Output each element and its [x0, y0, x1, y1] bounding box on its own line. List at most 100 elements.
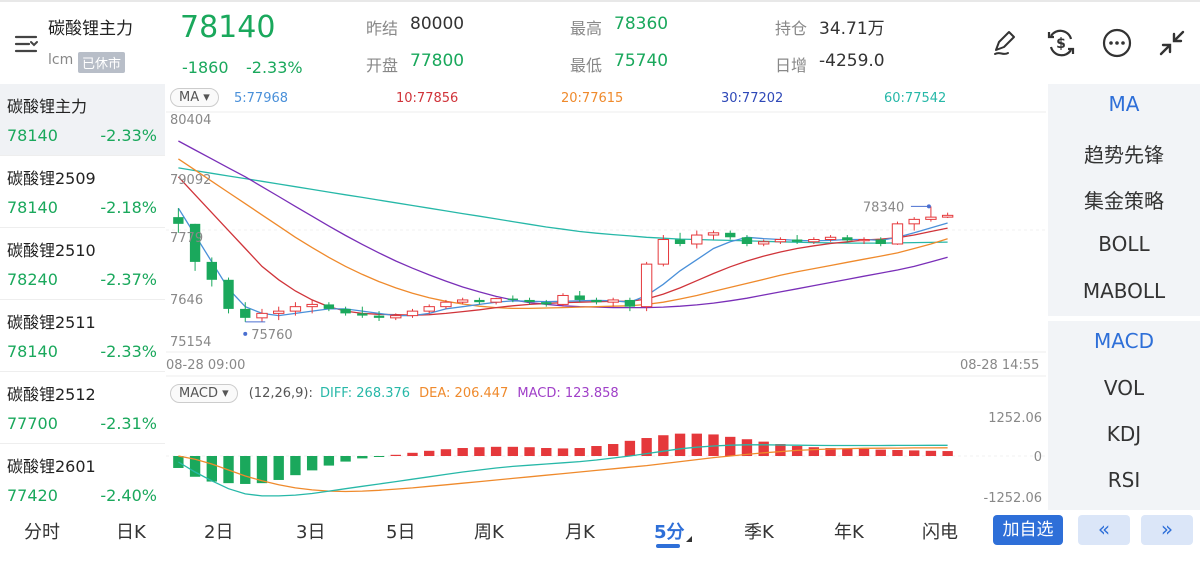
candle-body	[406, 310, 419, 317]
contract-change: -2.37%	[100, 270, 157, 289]
macd-bar	[875, 449, 886, 456]
indicator-panel: MA 趋势先锋集金策略 BOLL MABOLL MACD VOL KDJ RSI	[1048, 84, 1200, 510]
macd-bar	[708, 434, 719, 456]
contract-price: 78140	[7, 198, 58, 217]
candle-body	[173, 217, 184, 224]
macd-bar	[290, 456, 301, 476]
main-indicator-option[interactable]: MABOLL	[1082, 279, 1166, 303]
ma20-line	[178, 158, 948, 310]
quote-header: 碳酸锂主力 lcm 已休市 78140 -1860 -2.33% 昨结 8000…	[0, 0, 1200, 84]
menu-list-icon[interactable]	[8, 26, 44, 62]
ma-value-label: 10:77856	[396, 91, 459, 106]
contract-item[interactable]: 碳酸锂2601 77420 -2.40%	[0, 444, 165, 516]
macd-dea-line	[178, 447, 948, 493]
ma-indicator-selector[interactable]: MA ▾	[170, 88, 219, 107]
candle-body	[507, 298, 519, 300]
macd-bar	[407, 452, 418, 456]
macd-bar	[390, 454, 401, 456]
instrument-title: 碳酸锂主力	[48, 19, 133, 39]
svg-text:$: $	[1056, 36, 1066, 52]
ma-value-label: 30:77202	[721, 91, 784, 106]
last-price: 78140	[180, 10, 276, 45]
contract-price: 78140	[7, 342, 58, 361]
edit-pen-icon[interactable]	[988, 26, 1022, 60]
candle-body	[741, 237, 753, 244]
contract-name: 碳酸锂2511	[7, 313, 96, 332]
sub-indicator-option[interactable]: KDJ	[1106, 422, 1142, 446]
candle-body	[925, 216, 937, 220]
macd-bar	[440, 449, 452, 456]
period-tab[interactable]: 季K	[744, 522, 774, 543]
candle-body	[640, 263, 653, 308]
main-indicator-option[interactable]: BOLL	[1098, 232, 1150, 256]
period-tab[interactable]: 分时	[24, 522, 60, 543]
candle-body	[691, 234, 703, 245]
contract-item[interactable]: 碳酸锂2512 77700 -2.31%	[0, 372, 165, 444]
candle-body	[607, 299, 619, 303]
ma-legend-row: MA ▾	[170, 88, 219, 110]
macd-indicator-selector[interactable]: MACD ▾	[170, 384, 238, 403]
period-tab[interactable]: 月K	[565, 522, 595, 543]
price-change-pct: -2.33%	[246, 58, 303, 77]
period-tab[interactable]: 日K	[116, 522, 146, 543]
sub-indicator-option[interactable]: VOL	[1103, 376, 1145, 400]
contract-price: 78140	[7, 126, 58, 145]
ma-value-label: 5:77968	[234, 91, 289, 106]
indicator-divider	[1048, 316, 1200, 321]
next-arrow-button[interactable]: »	[1141, 515, 1193, 545]
candle-body	[289, 306, 302, 312]
sub-indicator-option[interactable]: MACD	[1094, 329, 1154, 353]
dropdown-corner-icon	[686, 536, 692, 542]
macd-bar	[725, 436, 736, 456]
low-price-label: 75760	[251, 328, 292, 343]
main-indicator-option[interactable]: 趋势先锋	[1084, 143, 1164, 167]
macd-bar	[240, 456, 251, 484]
candle-body	[557, 294, 569, 305]
candle-body	[624, 299, 636, 307]
macd-bar	[825, 448, 836, 456]
stat-label-high: 最高	[570, 19, 603, 38]
candle-body	[725, 232, 736, 238]
sub-indicator-option[interactable]: RSI	[1107, 468, 1141, 492]
high-price-label: 78340	[863, 200, 904, 215]
stat-label-open-interest: 持仓	[775, 19, 808, 38]
chart-area[interactable]: MA ▾ 5:77968 10:77856 20:77615 30:77202 60:7…	[166, 84, 1046, 510]
contract-item[interactable]: 碳酸锂主力 78140 -2.33%	[0, 84, 165, 156]
candle-body	[891, 223, 904, 245]
contract-change: -2.31%	[100, 414, 157, 433]
period-tab[interactable]: 5日	[386, 522, 416, 543]
candle-body	[875, 239, 886, 244]
period-tab[interactable]: 3日	[296, 522, 326, 543]
stat-label-low: 最低	[570, 56, 603, 75]
macd-legend-row: MACD ▾ (12,26,9): DIFF: 268.376 DEA: 206…	[170, 382, 619, 403]
macd-bar	[641, 438, 652, 456]
contract-item[interactable]: 碳酸锂2509 78140 -2.18%	[0, 156, 165, 228]
y-axis-label: 80404	[170, 113, 211, 128]
macd-bar	[808, 447, 820, 456]
macd-bar	[357, 456, 368, 459]
period-tab[interactable]: 周K	[474, 522, 504, 543]
currency-exchange-icon[interactable]: $	[1044, 26, 1078, 60]
candle-body	[757, 241, 770, 245]
contract-item[interactable]: 碳酸锂2510 78240 -2.37%	[0, 228, 165, 300]
contract-change: -2.40%	[100, 486, 157, 505]
period-tab[interactable]: 闪电	[922, 522, 958, 543]
contract-item[interactable]: 碳酸锂2511 78140 -2.33%	[0, 300, 165, 372]
add-favorite-button[interactable]: 加自选	[993, 515, 1063, 545]
stat-label-daily-change: 日增	[775, 56, 808, 75]
candle-body	[373, 315, 385, 318]
period-tab[interactable]: 年K	[834, 522, 864, 543]
period-tab[interactable]: 2日	[204, 522, 234, 543]
macd-bar	[574, 448, 585, 456]
collapse-icon[interactable]	[1155, 26, 1189, 60]
ma-value-label: 20:77615	[561, 91, 624, 106]
main-indicator-option[interactable]: 集金策略	[1084, 189, 1164, 213]
macd-bar	[925, 450, 937, 456]
prev-arrow-button[interactable]: «	[1078, 515, 1130, 545]
main-indicator-option[interactable]: MA	[1108, 92, 1140, 116]
macd-bar	[323, 456, 335, 466]
more-icon[interactable]	[1100, 26, 1134, 60]
macd-bar	[674, 433, 686, 456]
period-tab[interactable]: 5分	[654, 522, 685, 543]
y-axis-label: 79092	[170, 173, 211, 188]
